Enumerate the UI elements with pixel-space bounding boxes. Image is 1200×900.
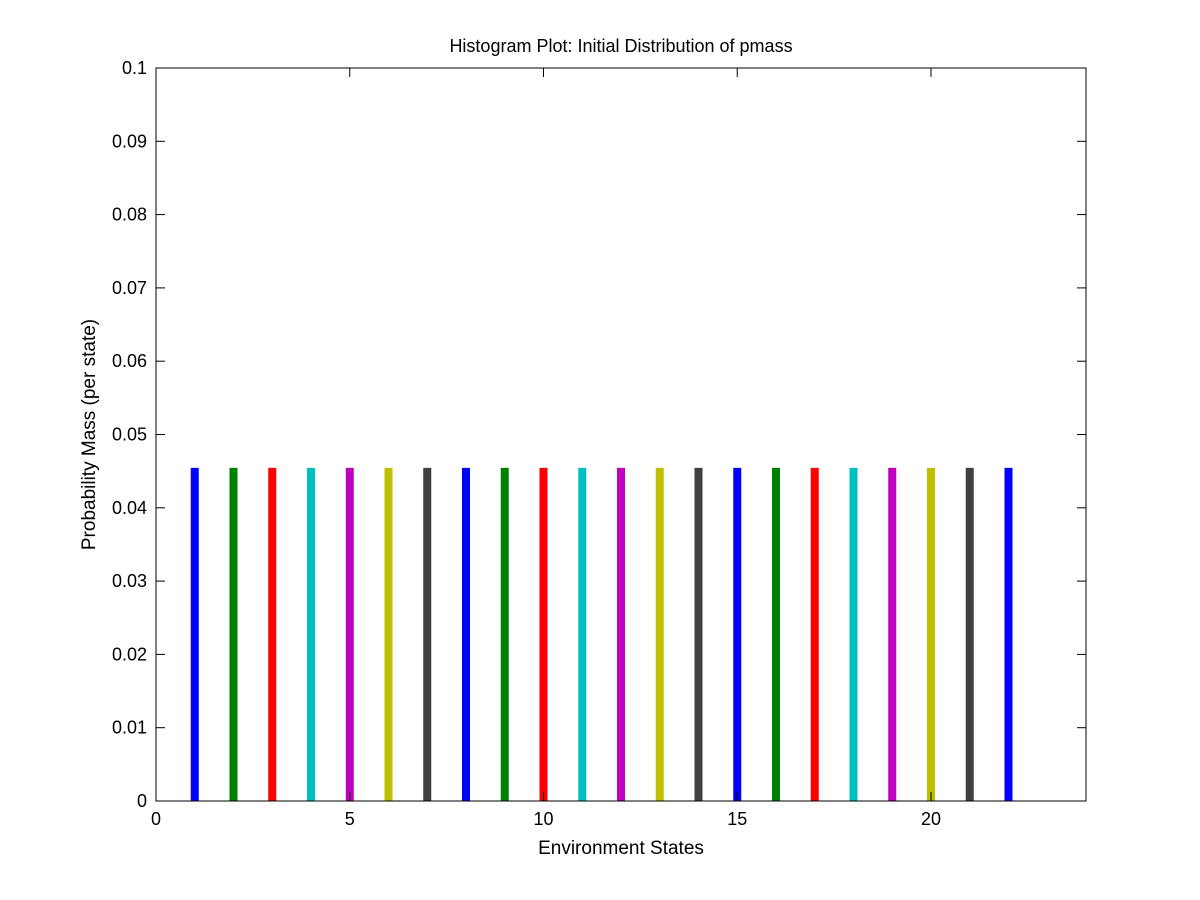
y-tick-label: 0.06 <box>112 351 147 371</box>
bar-state-21 <box>965 467 974 801</box>
bar-state-2 <box>229 467 238 801</box>
x-tick-label: 20 <box>921 809 941 829</box>
x-tick-label: 0 <box>151 809 161 829</box>
y-tick-label: 0.05 <box>112 425 147 445</box>
y-tick-label: 0.04 <box>112 498 147 518</box>
bar-state-5 <box>345 467 354 801</box>
tick-labels-group: 0 5 10 15 20 0 0.01 0.02 0.03 0.04 0.05 0.06 0.07 0.0… <box>112 58 941 829</box>
y-tick-label: 0.09 <box>112 131 147 151</box>
x-tick-label: 10 <box>533 809 553 829</box>
bar-state-22 <box>1004 467 1013 801</box>
bar-state-8 <box>462 467 470 801</box>
y-tick-label: 0.01 <box>112 718 147 738</box>
bar-state-17 <box>810 467 819 801</box>
y-tick-label: 0.02 <box>112 644 147 664</box>
bar-state-9 <box>500 467 509 801</box>
bar-state-15 <box>733 467 742 801</box>
x-tick-label: 15 <box>727 809 747 829</box>
bar-state-20 <box>927 467 935 801</box>
bar-state-18 <box>849 467 858 801</box>
bar-state-10 <box>539 467 548 801</box>
y-tick-label: 0 <box>137 791 147 811</box>
bar-state-3 <box>268 467 277 801</box>
y-tick-label: 0.03 <box>112 571 147 591</box>
y-tick-label: 0.07 <box>112 278 147 298</box>
bar-state-16 <box>772 467 780 801</box>
bar-state-14 <box>694 467 703 801</box>
plot-frame <box>155 67 1087 802</box>
bar-state-19 <box>888 467 897 801</box>
y-tick-label: 0.08 <box>112 205 147 225</box>
bar-state-13 <box>655 467 664 801</box>
bar-state-6 <box>384 467 393 801</box>
bar-state-4 <box>307 467 315 801</box>
y-axis-label: Probability Mass (per state) <box>79 319 100 550</box>
x-axis-label: Environment States <box>538 838 704 859</box>
bar-state-7 <box>423 467 432 801</box>
chart-title: Histogram Plot: Initial Distribution of … <box>449 36 792 56</box>
bar-state-12 <box>617 467 625 801</box>
bars-group <box>190 467 1013 801</box>
x-tick-label: 5 <box>345 809 355 829</box>
bar-state-11 <box>578 467 587 801</box>
y-tick-label: 0.1 <box>122 58 147 78</box>
bar-state-1 <box>190 467 199 801</box>
